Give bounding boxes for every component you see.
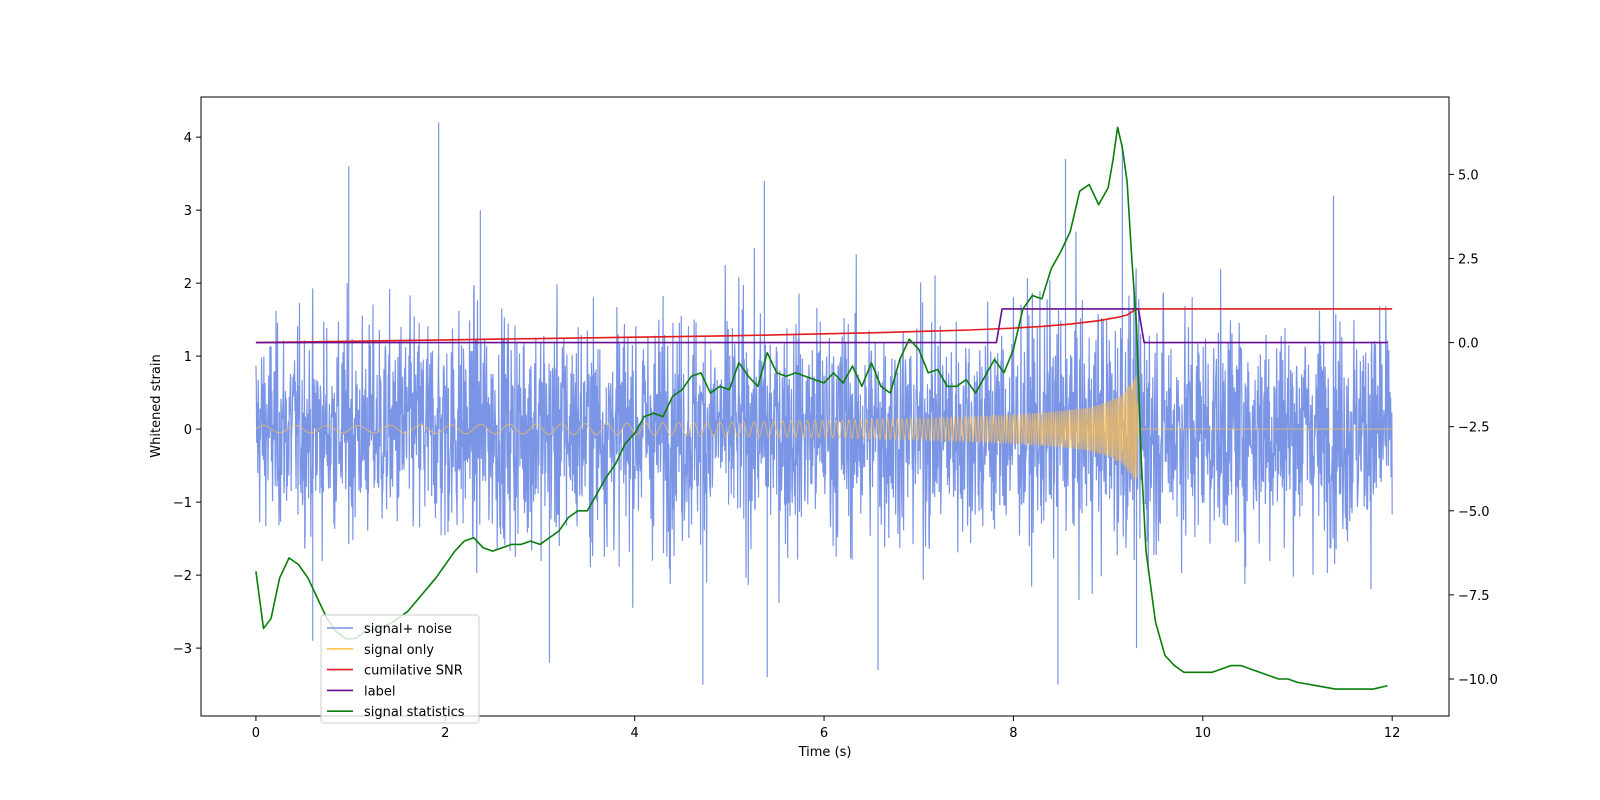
legend: signal+ noise signal only cumilative SNR la… bbox=[320, 614, 480, 724]
y2-tick-label: 0.0 bbox=[1458, 337, 1479, 352]
y2-tick-label: −5.0 bbox=[1458, 505, 1490, 520]
legend-box bbox=[320, 614, 480, 724]
x-tick-label: 2 bbox=[441, 726, 449, 741]
y-tick-label: −1 bbox=[173, 496, 192, 511]
y-tick-label: 0 bbox=[184, 423, 192, 438]
y-tick-label: 1 bbox=[184, 350, 192, 365]
x-tick-label: 10 bbox=[1195, 726, 1212, 741]
series-line-signal-plus-noise bbox=[255, 122, 1393, 685]
y2-tick-label: −7.5 bbox=[1458, 589, 1490, 604]
y-tick-label: 3 bbox=[184, 204, 192, 219]
legend-entry: label bbox=[364, 684, 395, 699]
y-tick-label: −3 bbox=[173, 642, 192, 657]
y2-tick-label: −2.5 bbox=[1458, 421, 1490, 436]
legend-entry: cumilative SNR bbox=[364, 664, 463, 679]
x-axis-label: Time (s) bbox=[798, 745, 852, 760]
y-axis-label: Whitened strain bbox=[149, 354, 164, 457]
legend-entry: signal+ noise bbox=[364, 622, 452, 637]
legend-entry: signal only bbox=[364, 643, 434, 658]
x-tick-label: 0 bbox=[252, 726, 260, 741]
x-axis: 0 2 4 6 8 10 12 bbox=[252, 716, 1401, 741]
y2-tick-label: 5.0 bbox=[1458, 168, 1479, 183]
y2-tick-label: 2.5 bbox=[1458, 252, 1479, 267]
legend-entry: signal statistics bbox=[364, 705, 465, 720]
y-tick-label: 4 bbox=[184, 131, 192, 146]
series-line-signal-statistics bbox=[255, 126, 1388, 690]
x-tick-label: 8 bbox=[1009, 726, 1017, 741]
y2-tick-label: −10.0 bbox=[1458, 673, 1498, 688]
series-line-signal-only bbox=[255, 375, 1393, 481]
series-signal-plus-noise bbox=[255, 122, 1393, 685]
plot-area bbox=[255, 122, 1393, 690]
y-tick-label: 2 bbox=[184, 277, 192, 292]
x-tick-label: 6 bbox=[820, 726, 828, 741]
series-signal-only bbox=[255, 375, 1393, 481]
series-signal-statistics bbox=[255, 126, 1388, 690]
y-tick-label: −2 bbox=[173, 569, 192, 584]
series-label bbox=[255, 308, 1388, 344]
x-tick-label: 12 bbox=[1384, 726, 1401, 741]
y-axis-left: −3 −2 −1 0 1 2 3 4 bbox=[173, 131, 201, 657]
series-line-label bbox=[255, 308, 1388, 344]
plot-frame bbox=[200, 96, 1450, 717]
x-tick-label: 4 bbox=[631, 726, 639, 741]
y-axis-right: −10.0 −7.5 −5.0 −2.5 0.0 2.5 5.0 bbox=[1449, 168, 1498, 688]
